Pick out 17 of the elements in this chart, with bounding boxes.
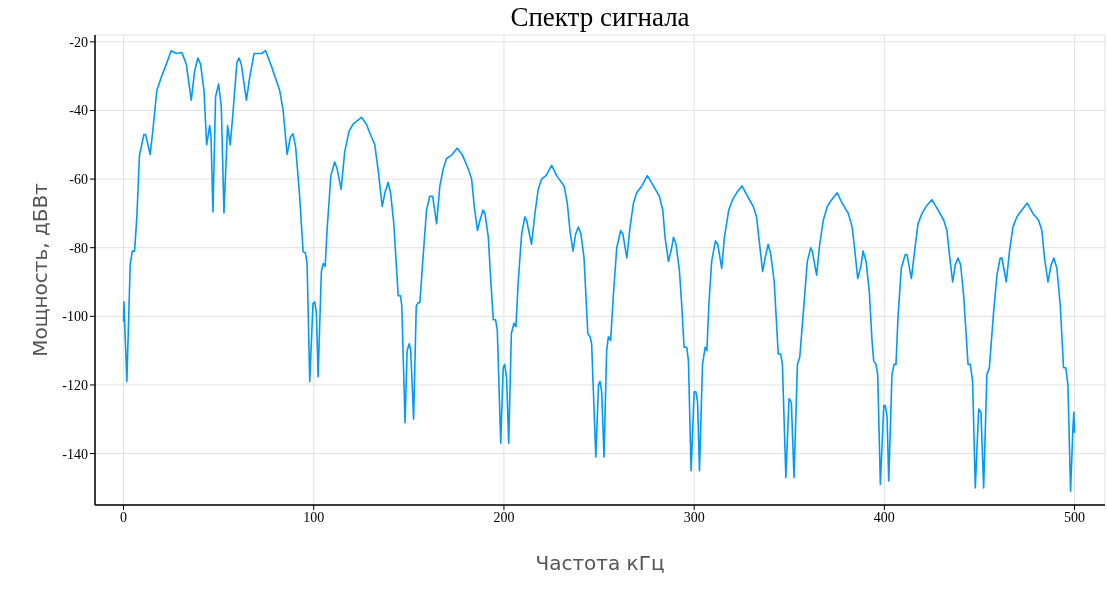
- x-tick-label: 300: [683, 509, 705, 525]
- y-tick-label: -140: [62, 446, 88, 462]
- x-axis-title: Частота кГц: [535, 551, 665, 575]
- y-tick-label: -40: [69, 103, 88, 119]
- x-tick-label: 400: [873, 509, 895, 525]
- y-tick-label: -120: [62, 377, 88, 393]
- chart-title: Спектр сигнала: [509, 2, 691, 33]
- x-tick-label: 500: [1064, 509, 1086, 525]
- y-tick-label: -80: [69, 240, 88, 256]
- y-tick-label: -60: [69, 172, 88, 188]
- x-tick-label: 100: [303, 509, 325, 525]
- y-tick-label: -100: [62, 309, 88, 325]
- y-axis-title: Мощность, дБВт: [28, 182, 52, 357]
- x-tick-label: 0: [120, 509, 128, 525]
- x-tick-label: 200: [493, 509, 515, 525]
- line-series: [122, 49, 1076, 493]
- y-tick-label: -20: [69, 34, 88, 50]
